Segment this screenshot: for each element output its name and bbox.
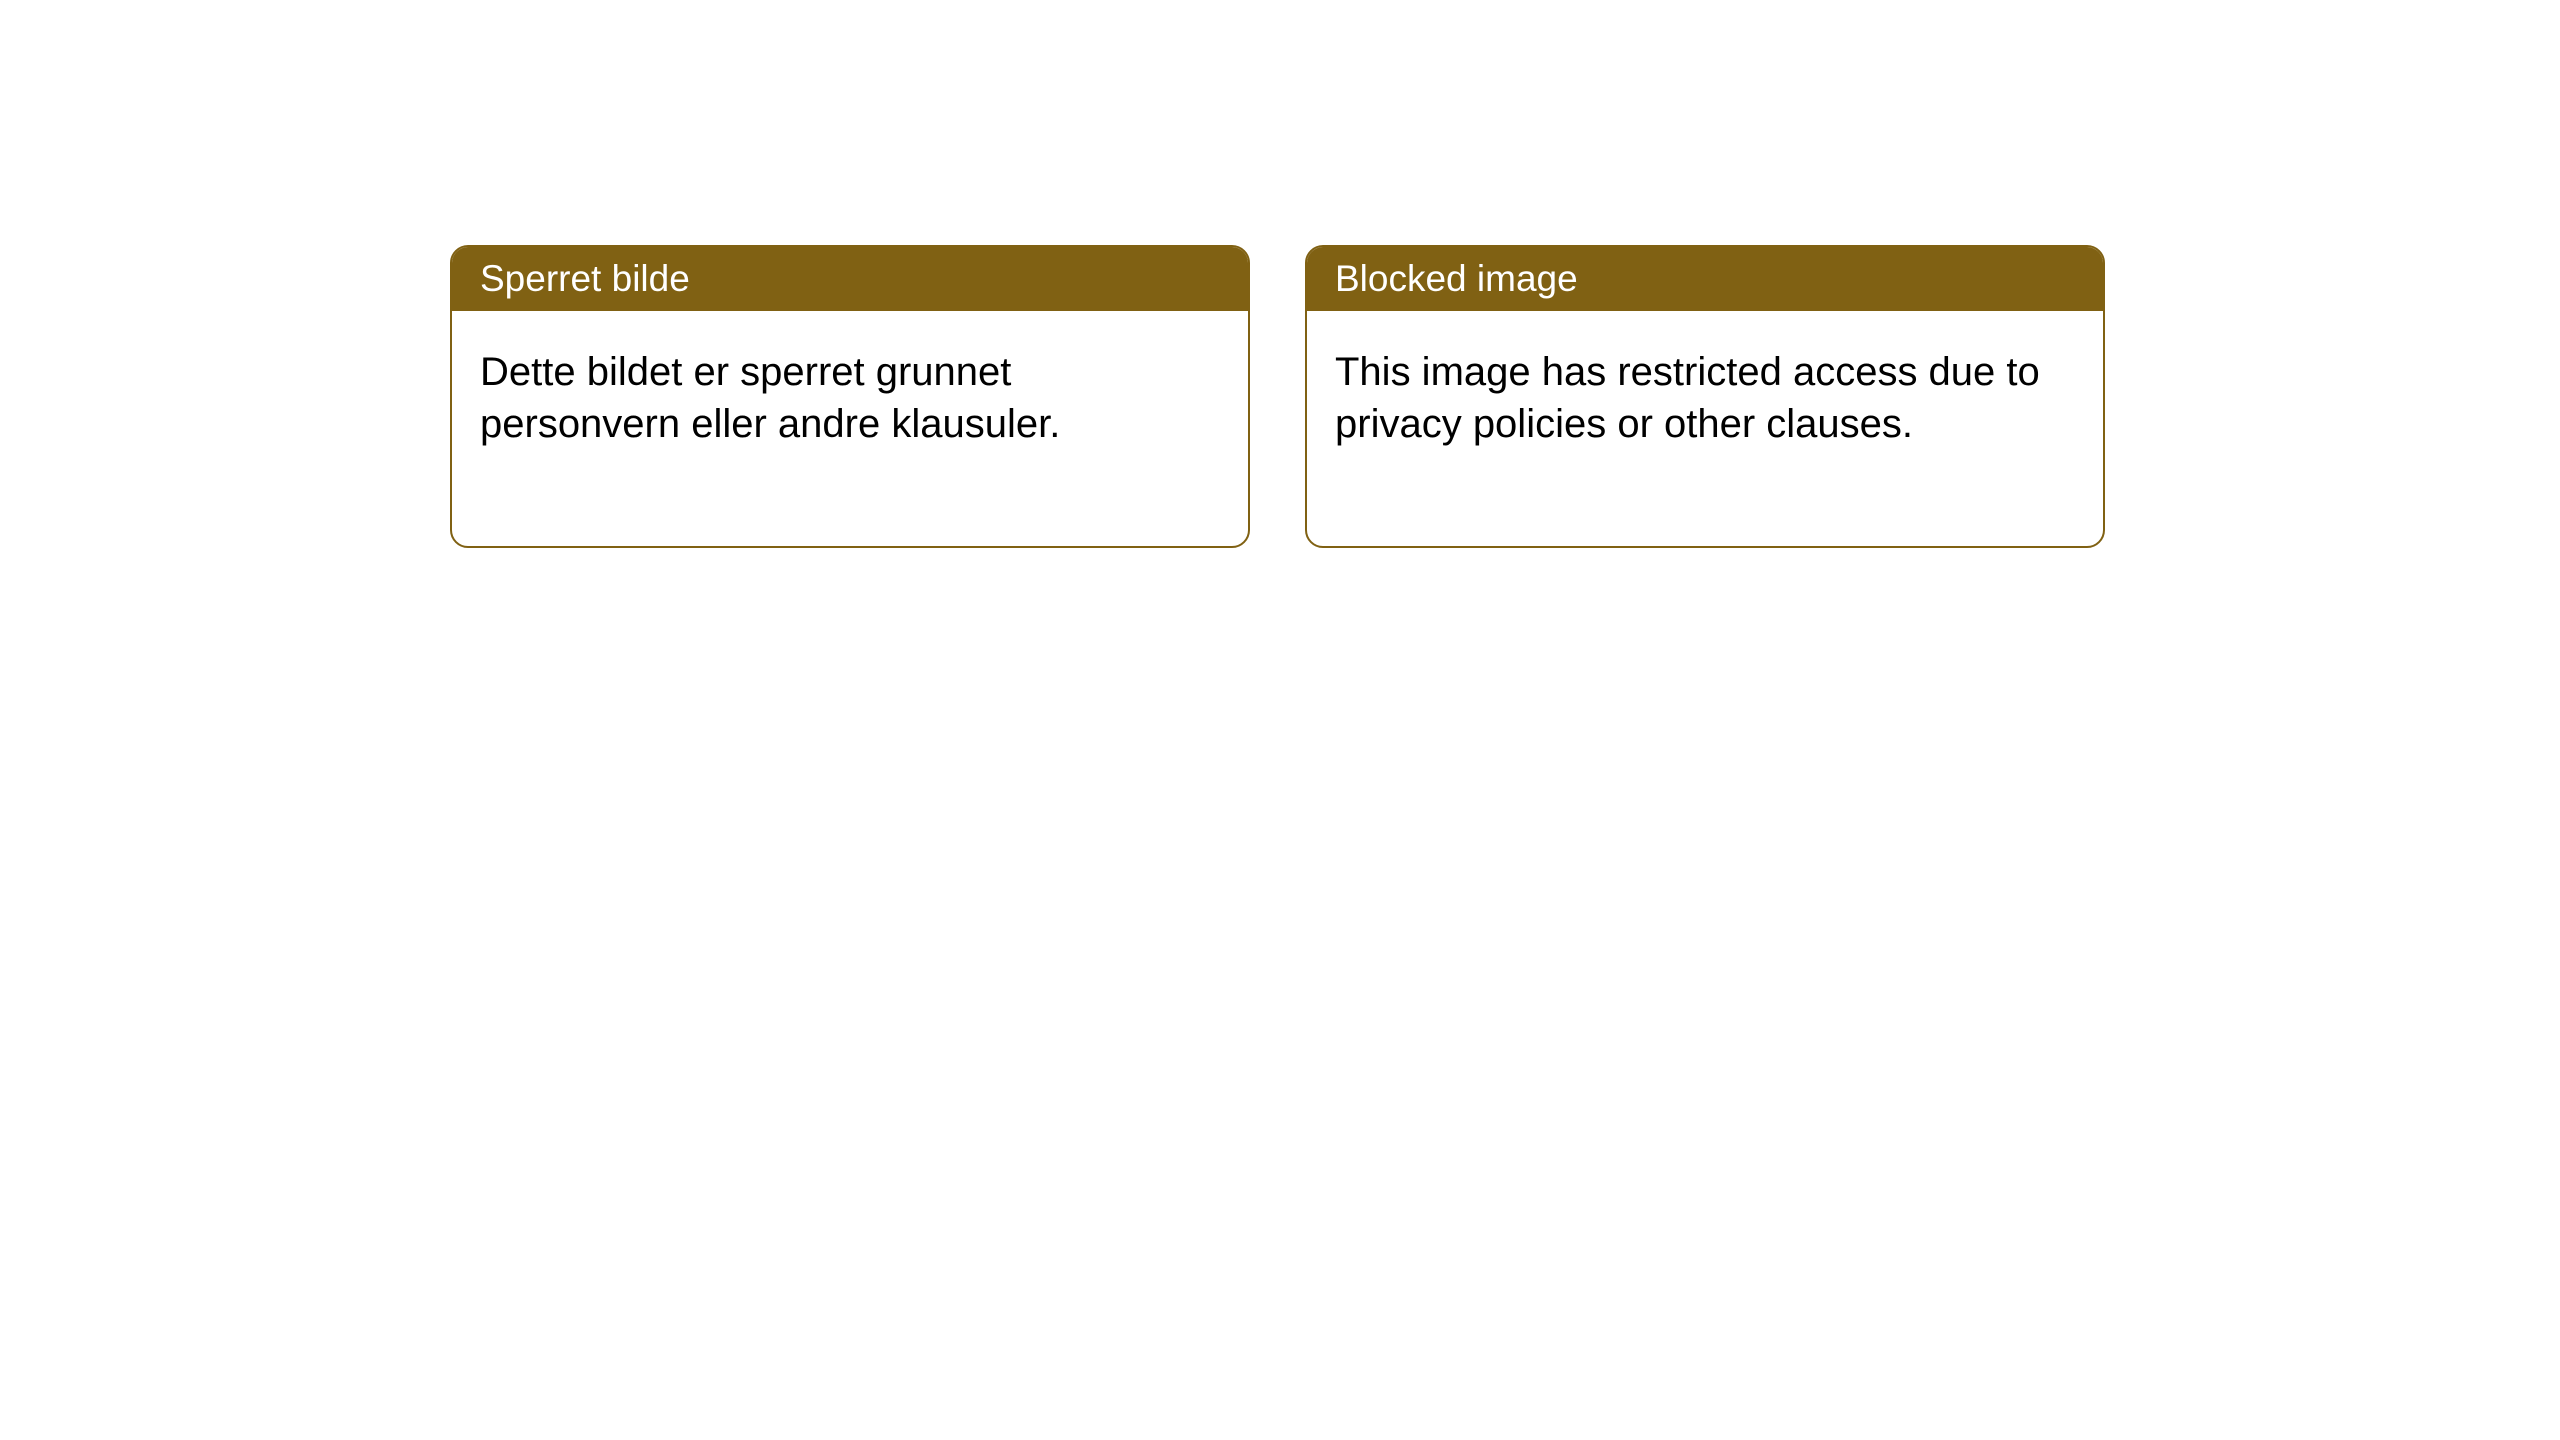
card-header: Blocked image <box>1307 247 2103 311</box>
card-body: This image has restricted access due to … <box>1307 311 2103 546</box>
card-body-text: This image has restricted access due to … <box>1335 350 2040 446</box>
card-body-text: Dette bildet er sperret grunnet personve… <box>480 350 1060 446</box>
card-title: Blocked image <box>1335 258 1578 299</box>
card-title: Sperret bilde <box>480 258 690 299</box>
card-header: Sperret bilde <box>452 247 1248 311</box>
notice-cards-container: Sperret bilde Dette bildet er sperret gr… <box>450 245 2105 548</box>
notice-card-english: Blocked image This image has restricted … <box>1305 245 2105 548</box>
notice-card-norwegian: Sperret bilde Dette bildet er sperret gr… <box>450 245 1250 548</box>
card-body: Dette bildet er sperret grunnet personve… <box>452 311 1248 546</box>
